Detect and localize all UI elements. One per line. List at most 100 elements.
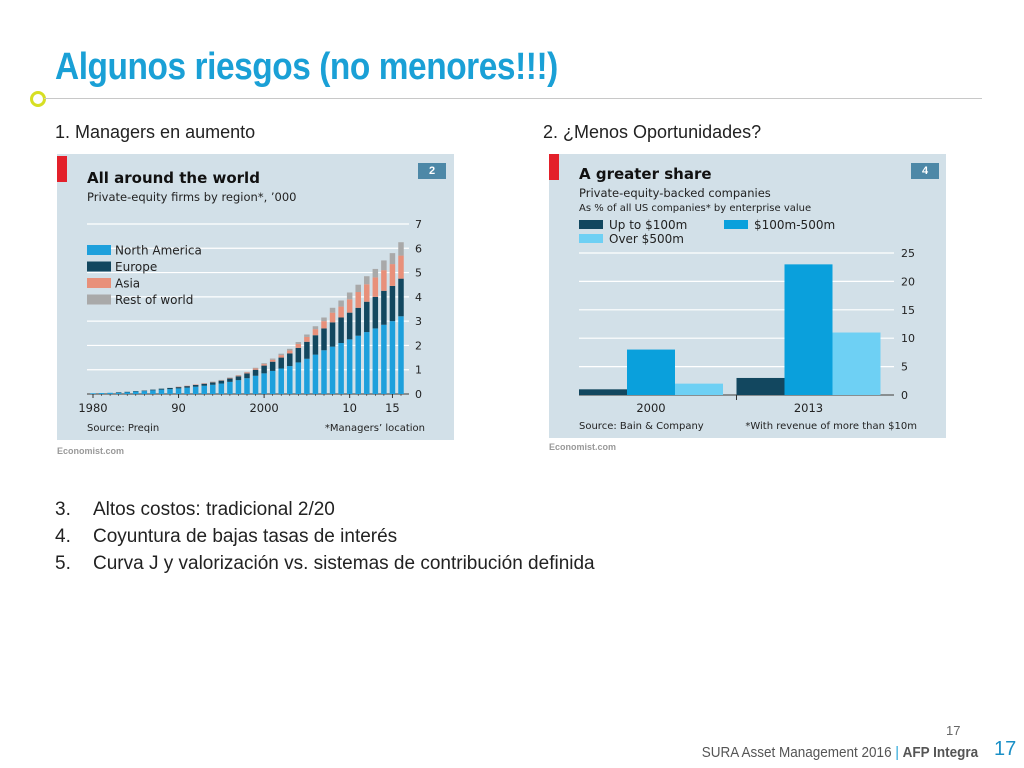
bar <box>627 349 675 395</box>
bar-segment <box>389 285 396 322</box>
bar-segment <box>235 375 242 377</box>
bar-segment <box>372 328 379 394</box>
y-tick-label: 5 <box>901 361 908 374</box>
bar-segment <box>227 378 233 382</box>
bar-segment <box>167 387 173 390</box>
legend-label: Rest of world <box>115 293 193 307</box>
page-number-small: 17 <box>946 723 961 738</box>
y-tick-label: 7 <box>415 218 422 231</box>
chart-marker-left <box>57 156 67 182</box>
y-tick-label: 6 <box>415 242 422 255</box>
legend-swatch <box>87 261 111 272</box>
y-tick-label: 5 <box>415 267 422 280</box>
bar-segment <box>201 385 207 394</box>
bar-segment <box>304 358 310 394</box>
bar-segment <box>364 301 370 333</box>
bar-segment <box>167 389 173 394</box>
bar-segment <box>107 392 113 394</box>
bar-segment <box>269 358 276 360</box>
bar-segment <box>312 329 319 336</box>
x-tick-label: 2000 <box>249 401 278 415</box>
bar-segment <box>210 382 216 385</box>
bar-segment <box>381 324 387 394</box>
y-tick-label: 3 <box>415 315 422 328</box>
legend-label: Europe <box>115 260 157 274</box>
bar-segment <box>124 392 130 394</box>
subheading-opportunities: 2. ¿Menos Oportunidades? <box>543 122 762 142</box>
list-text: Curva J y valorización vs. sistemas de c… <box>93 553 595 574</box>
bar-segment <box>158 388 165 390</box>
bar-segment <box>329 322 336 347</box>
risk-list: 3. Altos costos: tradicional 2/20 4. Coyun… <box>55 496 595 577</box>
bar-segment <box>338 343 344 394</box>
subheading-managers: 1. Managers en aumento <box>55 122 256 142</box>
chart-branding-left: Economist.com <box>57 446 125 456</box>
bar-segment <box>304 336 310 342</box>
bar-segment <box>218 383 225 394</box>
footer: SURA Asset Management 2016 | AFP Integra <box>702 744 978 761</box>
bar-segment <box>210 384 216 394</box>
chart-marker-right <box>549 154 559 180</box>
y-tick-label: 0 <box>415 388 422 401</box>
y-tick-label: 0 <box>901 389 908 402</box>
bar-segment <box>364 332 370 394</box>
bar-segment <box>235 375 242 376</box>
y-tick-label: 25 <box>901 247 915 260</box>
chart-branding-right: Economist.com <box>549 442 617 452</box>
bar-segment <box>355 335 361 394</box>
bar <box>579 389 627 395</box>
list-item: 3. Altos costos: tradicional 2/20 <box>55 496 595 523</box>
bar-segment <box>329 346 336 394</box>
bar-segment <box>355 307 361 336</box>
bar-segment <box>295 342 302 344</box>
bar-segment <box>321 321 327 329</box>
bar-segment <box>210 381 216 383</box>
bar-segment <box>346 299 353 313</box>
legend-label: Over $500m <box>609 232 684 246</box>
legend-swatch <box>87 278 111 288</box>
bar-segment <box>269 370 276 394</box>
bar-segment <box>175 386 182 388</box>
bar-segment <box>98 393 105 394</box>
bar-segment <box>235 380 242 394</box>
chart-footnote: *Managers’ location <box>325 423 425 434</box>
bar-segment <box>372 268 379 278</box>
bar-segment <box>355 284 361 292</box>
legend-label: North America <box>115 244 202 258</box>
bar-segment <box>90 393 96 394</box>
bar-segment <box>346 339 353 394</box>
bar-segment <box>287 348 293 351</box>
bar-segment <box>235 376 242 381</box>
bar-segment <box>321 317 327 322</box>
chart-source: Source: Bain & Company <box>579 421 704 432</box>
bar-segment <box>175 388 182 394</box>
x-tick-label: 10 <box>342 401 357 415</box>
chart-subtitle: Private-equity firms by region*, ’000 <box>87 190 297 204</box>
bar-segment <box>321 350 327 394</box>
bar-segment <box>355 292 361 308</box>
bar-segment <box>150 390 156 394</box>
bar-segment <box>244 373 250 379</box>
y-tick-label: 1 <box>415 364 422 377</box>
bar-segment <box>141 390 148 392</box>
x-tick-label: 2013 <box>794 401 823 415</box>
bar-segment <box>278 353 284 356</box>
x-tick-label: 90 <box>171 401 186 415</box>
bar-segment <box>295 343 302 348</box>
list-number: 5. <box>55 553 71 574</box>
bar-segment <box>389 264 396 286</box>
legend-swatch <box>87 245 111 255</box>
legend-label: Up to $100m <box>609 218 687 232</box>
chart-footnote: *With revenue of more than $10m <box>745 421 917 432</box>
bar-segment <box>329 307 336 313</box>
bar-segment <box>381 270 387 291</box>
bar-segment <box>338 300 344 307</box>
chart-number-badge-left: 2 <box>418 163 446 179</box>
chart-title: All around the world <box>87 169 260 187</box>
bar-segment <box>158 389 165 394</box>
bar-segment <box>261 373 267 394</box>
title-bullet-icon <box>30 91 46 107</box>
footer-separator: | <box>895 744 899 761</box>
bar-segment <box>218 380 225 384</box>
chart-title: A greater share <box>579 165 712 183</box>
